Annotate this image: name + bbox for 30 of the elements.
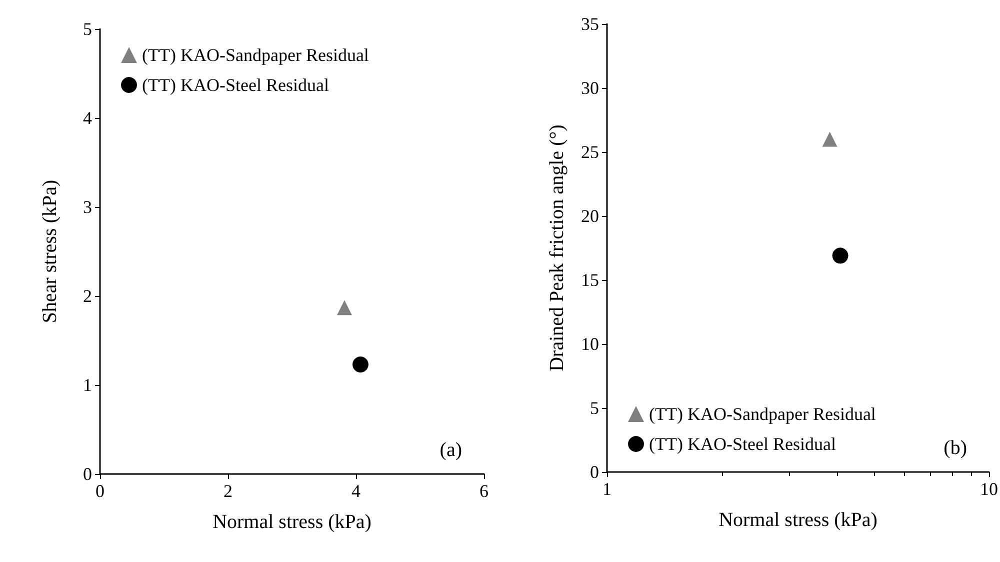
y-tick-label: 5	[590, 398, 599, 418]
legend-label: (TT) KAO-Steel Residual	[649, 434, 836, 454]
x-axis-title: Normal stress (kPa)	[718, 509, 878, 531]
annotation: (b)	[944, 437, 968, 459]
legend-label: (TT) KAO-Sandpaper Residual	[142, 45, 369, 65]
y-tick-label: 4	[83, 108, 92, 128]
y-tick-label: 15	[581, 270, 599, 290]
x-tick-label: 1	[602, 479, 612, 499]
y-tick-label: 3	[83, 197, 92, 217]
x-axis-title: Normal stress (kPa)	[212, 511, 372, 533]
y-axis-title: Drained Peak friction angle (°)	[546, 124, 568, 372]
y-tick-label: 35	[581, 14, 599, 34]
y-axis-title: Shear stress (kPa)	[39, 180, 61, 324]
x-tick-label: 0	[96, 481, 104, 501]
y-tick-label: 1	[83, 375, 92, 395]
y-tick-label: 2	[83, 286, 92, 306]
annotation: (a)	[440, 439, 462, 461]
y-tick-label: 0	[590, 462, 599, 482]
x-tick-label: 2	[224, 481, 232, 501]
y-tick-label: 10	[581, 334, 599, 354]
y-tick-label: 0	[83, 464, 92, 484]
x-tick-label: 6	[480, 481, 488, 501]
y-tick-label: 20	[581, 206, 599, 226]
y-tick-label: 5	[83, 19, 92, 39]
legend-label: (TT) KAO-Steel Residual	[142, 75, 329, 95]
y-tick-label: 25	[581, 142, 599, 162]
y-tick-label: 30	[581, 78, 599, 98]
x-tick-label: 4	[352, 481, 360, 501]
legend-label: (TT) KAO-Sandpaper Residual	[649, 404, 876, 424]
x-tick-label: 10	[980, 479, 998, 499]
